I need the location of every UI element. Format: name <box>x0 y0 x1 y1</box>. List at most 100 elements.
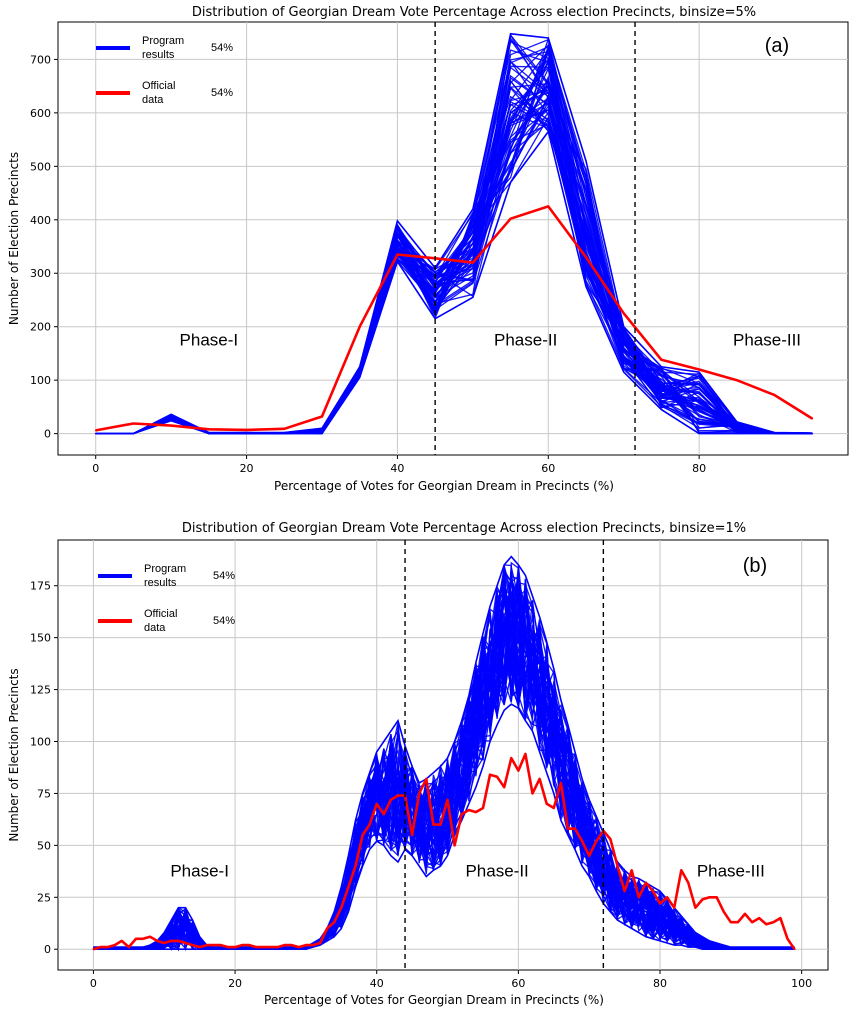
program-results-trace-line <box>93 568 795 950</box>
program-results-point <box>290 948 293 951</box>
program-results-point <box>205 946 208 948</box>
official-data-point <box>673 906 675 909</box>
x-tick-label: 20 <box>228 977 242 990</box>
plot-area-frame <box>57 539 829 971</box>
program-results-point <box>616 892 619 894</box>
program-results-point <box>715 946 718 948</box>
program-results-point <box>472 251 474 253</box>
official-data-point <box>496 776 498 778</box>
y-tick-label: 0 <box>44 428 51 441</box>
y-tick-label: 300 <box>30 267 51 280</box>
program-results-trace-line <box>93 578 795 950</box>
official-data-point <box>609 838 612 840</box>
program-results-point <box>191 935 194 938</box>
program-results-point <box>547 85 550 87</box>
program-results-trace-line <box>93 592 795 950</box>
official-data-point <box>326 927 328 930</box>
official-data-point <box>482 807 484 809</box>
official-data-point <box>255 946 258 948</box>
program-results-point <box>298 948 300 951</box>
program-results-trace-line <box>93 592 795 950</box>
program-results-trace-line <box>95 33 813 435</box>
official-data-point <box>446 798 449 801</box>
official-data-point <box>411 834 413 836</box>
program-results-trace-line <box>93 595 795 950</box>
program-results-point <box>156 946 158 948</box>
program-results-point <box>425 834 428 836</box>
x-axis-label: Percentage of Votes for Georgian Dream i… <box>264 993 604 1007</box>
program-results-point <box>113 948 116 951</box>
program-results-point <box>773 432 776 434</box>
y-axis-label: Number of Election Precincts <box>7 152 21 325</box>
chart-panel-b: Distribution of Georgian Dream Vote Perc… <box>0 506 850 1012</box>
program-results-point <box>354 854 357 857</box>
x-axis-label: Percentage of Votes for Georgian Dream i… <box>274 479 614 493</box>
program-results-trace-line <box>93 568 795 950</box>
program-results-point <box>595 854 598 857</box>
program-results-point <box>132 432 135 435</box>
program-results-point <box>645 911 647 913</box>
official-data-point <box>382 813 385 816</box>
program-results-point <box>630 904 633 907</box>
program-results-trace-line <box>93 577 795 950</box>
official-data-point <box>660 359 663 361</box>
program-results-trace-line <box>93 566 795 950</box>
program-results-point <box>811 432 814 435</box>
y-tick-label: 25 <box>37 891 51 904</box>
program-results-point <box>375 798 378 801</box>
program-results-point <box>446 813 449 816</box>
official-data-point <box>585 256 587 259</box>
official-data-point <box>616 865 619 867</box>
legend-label-line2: data <box>142 94 164 106</box>
program-results-trace-line <box>95 61 813 435</box>
program-results-point <box>609 881 612 884</box>
program-results-point <box>694 940 697 942</box>
program-results-point <box>453 792 456 795</box>
chart-title: Distribution of Georgian Dream Vote Perc… <box>182 521 746 536</box>
official-data-point <box>354 865 357 867</box>
program-results-point <box>149 946 151 948</box>
program-results-trace-line <box>93 584 795 950</box>
program-results-point <box>545 709 548 712</box>
official-data-point <box>637 896 640 899</box>
x-tick-label: 80 <box>653 977 667 990</box>
official-data-point <box>99 946 102 948</box>
program-results-point <box>262 948 265 951</box>
official-data-point <box>659 902 661 905</box>
chart-panel-a: Distribution of Georgian Dream Vote Perc… <box>7 5 849 493</box>
official-data-point <box>283 428 286 430</box>
program-results-point <box>751 948 753 951</box>
official-data-point <box>132 422 135 425</box>
official-data-point <box>460 813 463 816</box>
program-results-trace-line <box>93 584 795 950</box>
official-data-point <box>531 792 534 795</box>
official-data-point <box>708 896 711 899</box>
legend-label-line1: Official <box>142 80 175 92</box>
program-results-point <box>321 431 323 433</box>
x-tick-label: 60 <box>541 462 555 475</box>
program-results-point <box>737 948 739 951</box>
program-results-series-line <box>95 84 813 435</box>
program-results-trace-line <box>93 591 795 950</box>
official-data-point <box>128 946 130 948</box>
y-tick-label: 75 <box>37 787 51 800</box>
program-results-point <box>560 761 562 764</box>
official-data-point <box>793 948 796 951</box>
official-data-point <box>811 417 814 420</box>
program-results-point <box>135 948 137 951</box>
program-results-point <box>170 935 173 938</box>
official-data-point <box>744 913 746 915</box>
official-data-point <box>595 840 598 843</box>
y-tick-label: 400 <box>30 214 51 227</box>
official-data-point <box>475 811 477 813</box>
official-data-point <box>177 940 180 942</box>
official-data-point <box>701 898 704 901</box>
phase-label: Phase-I <box>180 330 239 349</box>
panel-label: (a) <box>765 35 789 57</box>
phase-label: Phase-II <box>465 862 528 881</box>
official-data-point <box>248 944 251 946</box>
program-results-point <box>701 942 704 944</box>
program-results-trace-line <box>95 60 813 435</box>
program-results-trace-line <box>93 592 795 950</box>
program-results-point <box>602 869 605 872</box>
